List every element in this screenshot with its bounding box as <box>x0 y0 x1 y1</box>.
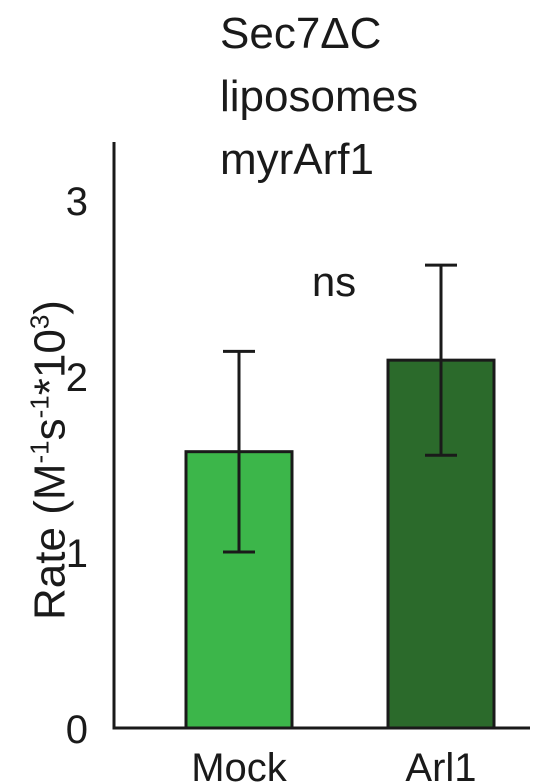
y-tick-label: 2 <box>66 356 88 400</box>
y-tick-label: 1 <box>66 532 88 576</box>
y-tick-label: 3 <box>66 180 88 224</box>
title-line-1: Sec7ΔC <box>220 9 382 58</box>
chart-title: Sec7ΔC liposomes myrArf1 <box>220 2 418 191</box>
significance-label: ns <box>312 258 356 305</box>
x-tick-label: Arl1 <box>405 746 476 783</box>
x-tick-label: Mock <box>191 746 288 783</box>
title-line-2: liposomes <box>220 72 419 121</box>
y-tick-label: 0 <box>66 708 88 752</box>
title-line-3: myrArf1 <box>220 135 374 184</box>
